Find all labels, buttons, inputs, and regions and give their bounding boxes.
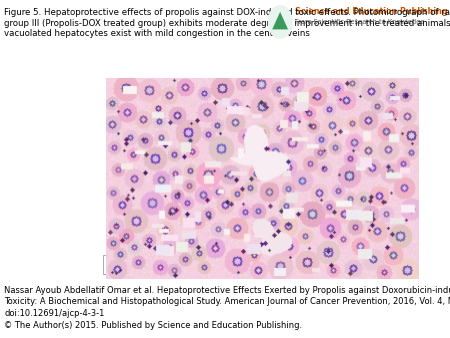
Text: Figure 5. Hepatoprotective effects of propolis against DOX-induced toxic effects: Figure 5. Hepatoprotective effects of pr… (4, 8, 450, 38)
Polygon shape (272, 12, 288, 29)
Text: From Scientific Research to Knowledge: From Scientific Research to Knowledge (295, 19, 424, 25)
Circle shape (268, 6, 292, 38)
FancyBboxPatch shape (104, 255, 155, 274)
Text: Science and Education Publishing: Science and Education Publishing (295, 7, 447, 16)
Text: Nassar Ayoub Abdellatif Omar et al. Hepatoprotective Effects Exerted by Propolis: Nassar Ayoub Abdellatif Omar et al. Hepa… (4, 286, 450, 330)
Text: Fig: 5: Fig: 5 (114, 260, 144, 270)
